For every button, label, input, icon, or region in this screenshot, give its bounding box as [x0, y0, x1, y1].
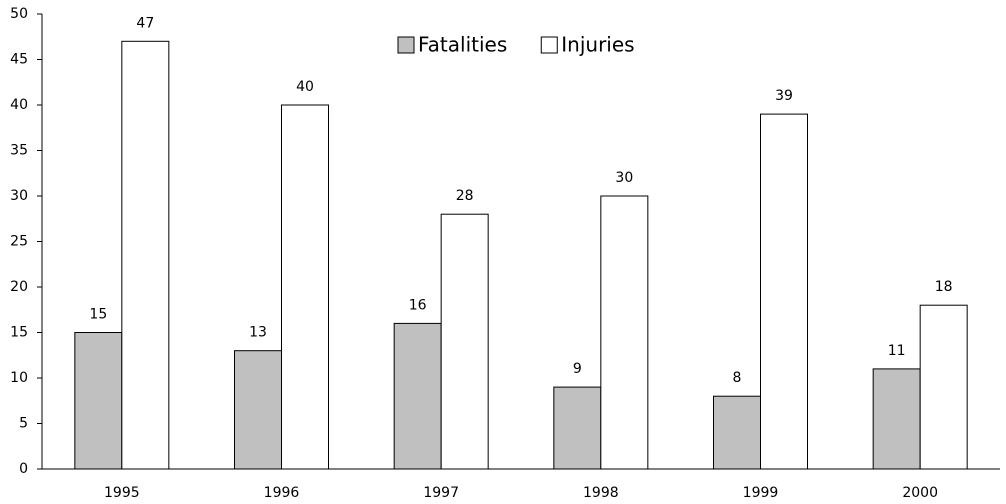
bar	[872, 368, 921, 470]
y-tick-label: 50	[10, 6, 28, 22]
bar	[74, 332, 123, 470]
x-tick-label: 1998	[583, 485, 619, 501]
bar	[281, 104, 329, 470]
y-tick-label: 20	[10, 279, 28, 295]
legend-swatch	[540, 36, 558, 54]
data-label: 13	[249, 325, 267, 341]
data-label: 18	[935, 279, 953, 295]
data-label: 39	[775, 88, 793, 104]
data-label: 11	[888, 343, 906, 359]
bar	[553, 386, 602, 470]
y-tick-label: 35	[10, 143, 28, 159]
y-tick-label: 0	[19, 461, 28, 477]
data-label: 28	[456, 188, 474, 204]
x-tick-label: 1996	[264, 485, 300, 501]
y-tick-label: 15	[10, 325, 28, 341]
bar	[713, 395, 761, 470]
y-tick-label: 10	[10, 370, 28, 386]
bar	[440, 213, 489, 470]
legend-label: Injuries	[561, 33, 634, 57]
bar	[760, 113, 808, 470]
y-tick-label: 40	[10, 97, 28, 113]
bar	[393, 322, 442, 470]
bar	[919, 304, 968, 470]
x-tick-label: 1995	[104, 485, 140, 501]
data-label: 15	[89, 307, 107, 323]
legend-swatch	[397, 36, 415, 54]
bar	[234, 350, 282, 470]
bar	[600, 195, 649, 470]
data-label: 9	[573, 361, 582, 377]
x-tick-label: 1999	[743, 485, 779, 501]
data-label: 47	[136, 15, 154, 31]
data-label: 8	[733, 370, 742, 386]
data-label: 16	[409, 297, 427, 313]
x-tick-label: 2000	[902, 485, 938, 501]
y-tick-label: 45	[10, 52, 28, 68]
y-tick-label: 30	[10, 188, 28, 204]
y-tick-label: 5	[19, 416, 28, 432]
x-tick-label: 1997	[423, 485, 459, 501]
data-label: 40	[296, 79, 314, 95]
legend-label: Fatalities	[418, 33, 507, 57]
data-label: 30	[615, 170, 633, 186]
bar	[121, 40, 170, 470]
y-tick-label: 25	[10, 234, 28, 250]
